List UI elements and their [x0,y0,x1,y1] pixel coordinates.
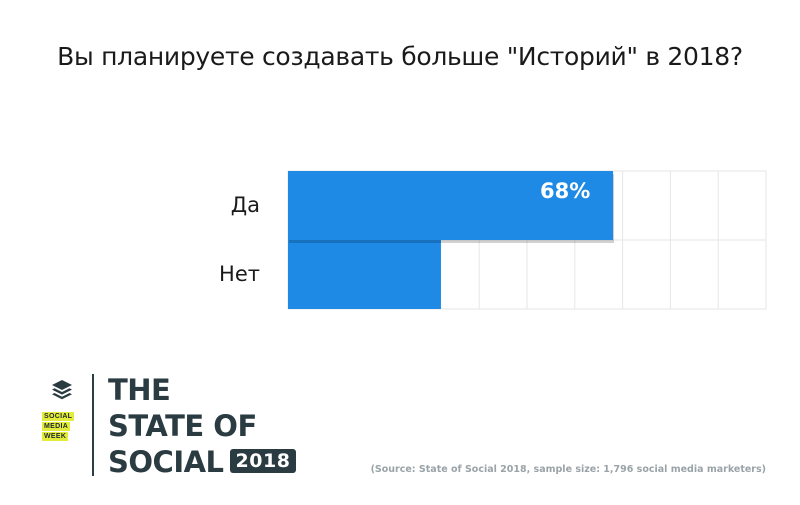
bar-yes [288,171,614,240]
badge-line-media: MEDIA [42,422,71,431]
state-of-social-logo: SOCIAL MEDIA WEEK THE STATE OF SOCIAL 201… [40,372,297,482]
bar-no [288,240,441,309]
brand-social-text: SOCIAL [108,445,224,479]
social-media-week-badge: SOCIAL MEDIA WEEK [42,412,75,442]
source-note: (Source: State of Social 2018, sample si… [370,464,766,475]
category-label: Да [230,192,260,217]
badge-line-week: WEEK [42,432,69,441]
chart-title: Вы планируете создавать больше "Историй"… [57,42,743,71]
badge-line-social: SOCIAL [42,412,75,421]
brand-line-state-of: STATE OF [108,409,257,443]
bar-value-label: 68% [540,179,591,203]
category-label: Нет [219,261,260,286]
buffer-stack-icon [52,380,72,400]
year-badge: 2018 [229,449,297,473]
brand-wordmark: THE STATE OF SOCIAL 2018 [108,372,297,480]
brand-line-the: THE [108,373,171,407]
logo-divider [92,374,94,476]
brand-line-social: SOCIAL 2018 [108,444,297,480]
